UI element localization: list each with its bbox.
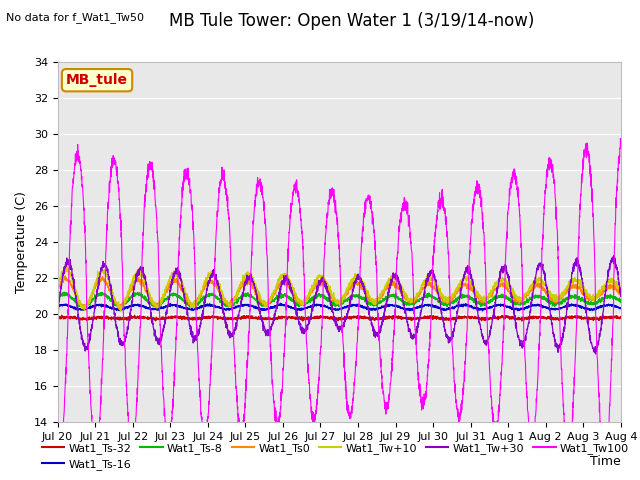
Wat1_Ts-16	[152, 306, 159, 312]
Wat1_Tw100	[545, 155, 553, 160]
Wat1_Ts-16	[294, 307, 302, 312]
Wat1_Tw+10	[270, 289, 278, 295]
Wat1_Ts0	[270, 291, 278, 297]
Wat1_Tw100	[54, 453, 61, 459]
Wat1_Ts-8	[606, 292, 614, 298]
Wat1_Tw+10	[294, 298, 302, 304]
Text: Time: Time	[590, 455, 621, 468]
Wat1_Ts0	[54, 283, 61, 289]
Wat1_Ts0	[294, 300, 302, 306]
Wat1_Ts-32	[447, 318, 454, 324]
Wat1_Tw+10	[116, 309, 124, 314]
Line: Wat1_Tw100: Wat1_Tw100	[58, 139, 621, 473]
Wat1_Ts-32	[606, 316, 614, 322]
Line: Wat1_Ts0: Wat1_Ts0	[58, 276, 621, 309]
Wat1_Tw+10	[118, 303, 126, 309]
Wat1_Ts-32	[118, 317, 125, 323]
Wat1_Tw+10	[617, 289, 625, 295]
Wat1_Ts-32	[617, 314, 625, 320]
Wat1_Ts-8	[60, 289, 68, 295]
Wat1_Ts-16	[606, 302, 614, 308]
Line: Wat1_Ts-16: Wat1_Ts-16	[58, 303, 621, 311]
Wat1_Ts-16	[269, 305, 277, 311]
Wat1_Tw100	[606, 400, 614, 406]
Wat1_Ts-8	[545, 298, 553, 303]
Wat1_Ts0	[152, 302, 159, 308]
Wat1_Tw100	[269, 400, 277, 406]
Wat1_Tw+30	[269, 316, 277, 322]
Wat1_Tw100	[294, 188, 302, 194]
Wat1_Tw100	[600, 470, 608, 476]
Wat1_Ts-16	[545, 305, 553, 311]
Wat1_Tw+10	[545, 288, 553, 294]
Wat1_Tw+10	[152, 301, 159, 307]
Wat1_Tw100	[616, 136, 624, 142]
Wat1_Tw100	[617, 143, 625, 149]
Y-axis label: Temperature (C): Temperature (C)	[15, 192, 28, 293]
Wat1_Ts0	[61, 273, 69, 279]
Wat1_Tw+30	[118, 340, 125, 346]
Text: No data for f_Wat1_Tw50: No data for f_Wat1_Tw50	[6, 12, 145, 23]
Wat1_Ts-32	[294, 316, 302, 322]
Wat1_Tw+30	[592, 351, 600, 357]
Wat1_Tw+30	[610, 253, 618, 259]
Text: MB Tule Tower: Open Water 1 (3/19/14-now): MB Tule Tower: Open Water 1 (3/19/14-now…	[170, 12, 534, 30]
Line: Wat1_Ts-32: Wat1_Ts-32	[58, 315, 621, 321]
Wat1_Tw+10	[54, 282, 61, 288]
Wat1_Ts-8	[118, 301, 126, 307]
Wat1_Ts-16	[54, 303, 61, 309]
Wat1_Ts-8	[152, 304, 159, 310]
Wat1_Tw+30	[545, 301, 553, 307]
Wat1_Ts-16	[276, 300, 284, 306]
Wat1_Ts-8	[54, 294, 61, 300]
Wat1_Ts-32	[54, 315, 61, 321]
Wat1_Ts-32	[152, 318, 159, 324]
Wat1_Ts0	[606, 285, 614, 290]
Wat1_Ts-32	[270, 315, 278, 321]
Wat1_Ts0	[617, 293, 625, 299]
Wat1_Tw+30	[606, 263, 614, 269]
Legend: Wat1_Ts-32, Wat1_Ts-16, Wat1_Ts-8, Wat1_Ts0, Wat1_Tw+10, Wat1_Tw+30, Wat1_Tw100: Wat1_Ts-32, Wat1_Ts-16, Wat1_Ts-8, Wat1_…	[38, 438, 634, 474]
Line: Wat1_Ts-8: Wat1_Ts-8	[58, 292, 621, 308]
Wat1_Ts-8	[78, 305, 86, 311]
Wat1_Ts-32	[545, 316, 553, 322]
Wat1_Ts-32	[127, 312, 135, 318]
Wat1_Tw+30	[294, 316, 302, 322]
Wat1_Ts-8	[617, 299, 625, 305]
Wat1_Tw100	[118, 251, 125, 257]
Wat1_Ts-16	[617, 305, 625, 311]
Wat1_Ts0	[545, 294, 553, 300]
Line: Wat1_Tw+30: Wat1_Tw+30	[58, 256, 621, 354]
Wat1_Tw+10	[63, 263, 71, 269]
Wat1_Ts-8	[270, 298, 278, 304]
Wat1_Tw100	[152, 197, 159, 203]
Wat1_Tw+30	[54, 309, 61, 315]
Wat1_Tw+30	[152, 327, 159, 333]
Line: Wat1_Tw+10: Wat1_Tw+10	[58, 266, 621, 312]
Wat1_Ts0	[118, 304, 126, 310]
Wat1_Tw+30	[617, 294, 625, 300]
Wat1_Ts-8	[294, 303, 302, 309]
Wat1_Tw+10	[606, 277, 614, 283]
Wat1_Ts-16	[479, 308, 486, 314]
Text: MB_tule: MB_tule	[66, 73, 128, 87]
Wat1_Ts-16	[118, 307, 125, 312]
Wat1_Ts0	[115, 306, 123, 312]
